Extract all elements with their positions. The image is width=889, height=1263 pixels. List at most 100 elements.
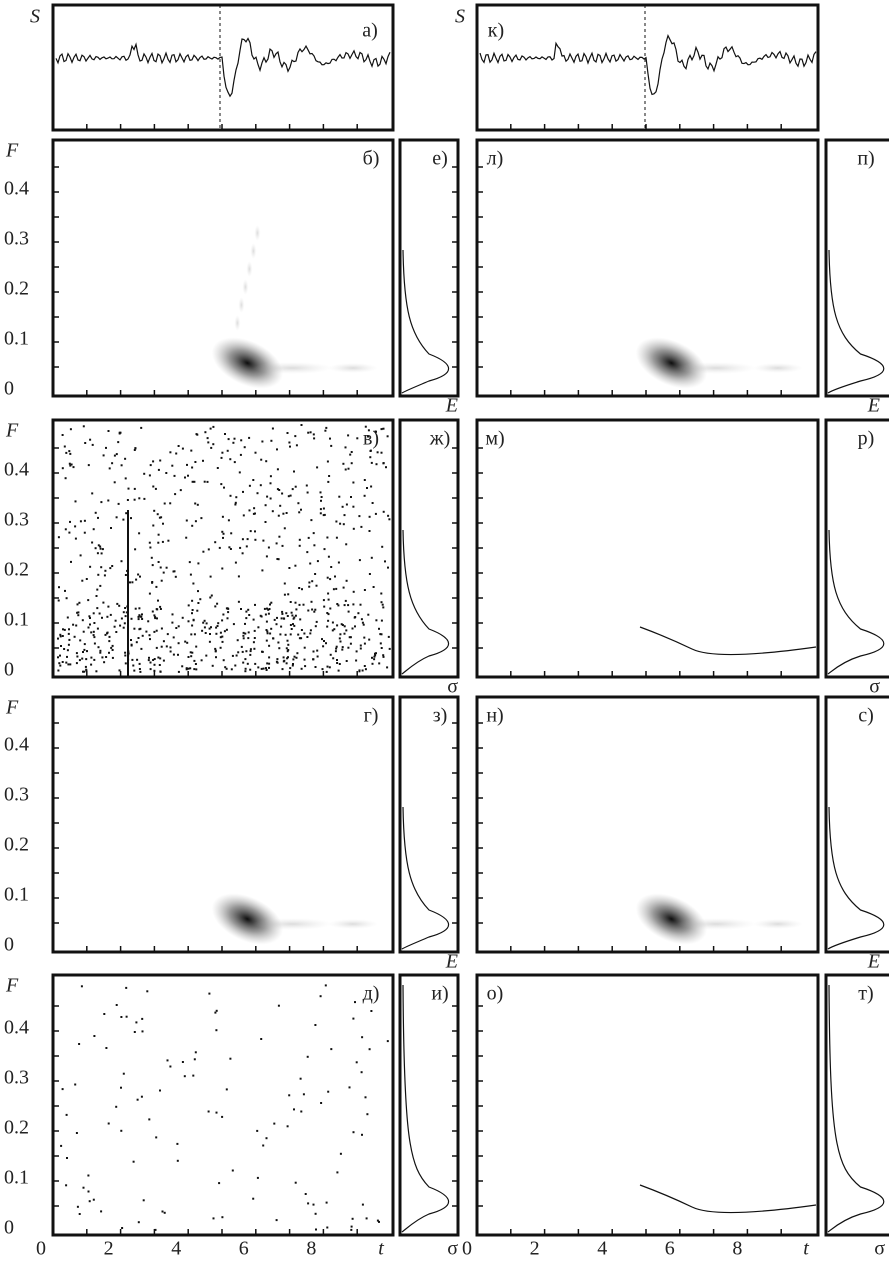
- dot: [102, 601, 105, 604]
- panel-label: в): [363, 428, 379, 450]
- dot: [125, 512, 128, 515]
- dot: [246, 662, 249, 665]
- dot: [276, 558, 279, 560]
- dot: [295, 656, 298, 659]
- dot: [330, 1048, 333, 1051]
- dot: [226, 617, 229, 620]
- dot: [192, 1074, 195, 1077]
- dot: [69, 428, 72, 431]
- dot: [293, 1108, 295, 1111]
- dot: [120, 464, 123, 467]
- distribution-curve: [401, 249, 449, 394]
- dot: [72, 623, 75, 626]
- dot: [57, 536, 60, 539]
- dot: [174, 493, 177, 496]
- dot: [337, 604, 340, 607]
- dot: [367, 435, 369, 438]
- dot: [343, 514, 346, 517]
- dot: [253, 637, 256, 639]
- dot: [298, 538, 301, 541]
- dot: [205, 622, 208, 625]
- dot: [140, 647, 143, 650]
- dot: [159, 605, 162, 608]
- dot: [179, 489, 182, 492]
- dot: [138, 607, 141, 610]
- dot: [371, 662, 374, 665]
- dot: [154, 487, 157, 490]
- dot: [155, 1136, 158, 1139]
- dot: [57, 656, 59, 659]
- dot: [193, 480, 196, 483]
- dot: [381, 545, 384, 548]
- dot: [130, 644, 133, 647]
- dot: [368, 515, 371, 518]
- dot: [303, 658, 306, 661]
- dot: [268, 608, 271, 610]
- dot: [58, 662, 61, 665]
- dot: [337, 669, 340, 672]
- dot: [319, 491, 322, 494]
- dot: [103, 1013, 106, 1015]
- axis-label: t: [803, 1238, 809, 1260]
- dot: [276, 468, 279, 471]
- panel-label: з): [433, 705, 448, 727]
- dot: [127, 487, 130, 490]
- dot: [231, 654, 234, 657]
- dot: [219, 631, 222, 634]
- dot: [319, 508, 322, 511]
- dot: [68, 462, 71, 465]
- dot: [175, 452, 178, 455]
- dot: [352, 1131, 355, 1134]
- dot: [95, 670, 98, 673]
- dot: [222, 613, 225, 616]
- dot: [142, 1199, 145, 1202]
- distribution-box: [824, 695, 889, 954]
- dot: [244, 667, 247, 670]
- dot: [363, 479, 366, 481]
- axis-label: E: [445, 395, 458, 417]
- dot: [60, 645, 62, 647]
- dot: [222, 532, 225, 535]
- dot: [86, 650, 88, 653]
- dot: [282, 660, 285, 663]
- dot: [378, 1220, 380, 1223]
- dot: [203, 480, 206, 483]
- dot: [336, 662, 339, 664]
- y-tick-label: 0.2: [4, 278, 29, 300]
- dot: [293, 624, 296, 627]
- dot: [80, 985, 83, 988]
- dot: [74, 1083, 77, 1086]
- dot: [58, 586, 60, 589]
- y-tick-label: 0: [4, 659, 14, 681]
- dot: [321, 668, 324, 671]
- dot: [281, 544, 284, 547]
- dot: [115, 516, 118, 519]
- distribution-curve: [401, 984, 449, 1233]
- dot: [165, 566, 168, 569]
- dot: [343, 625, 346, 628]
- dot: [350, 496, 352, 498]
- dot: [70, 463, 73, 466]
- dot: [234, 664, 237, 667]
- dot: [359, 647, 362, 650]
- dot: [269, 632, 272, 635]
- signal-trace: [55, 37, 391, 98]
- dot: [169, 1065, 172, 1068]
- dot: [234, 561, 237, 564]
- dot: [209, 633, 211, 635]
- dot: [294, 485, 297, 488]
- panel-label: л): [487, 148, 504, 170]
- dot: [322, 599, 325, 602]
- dot: [104, 633, 107, 636]
- axis-label: σ: [447, 1238, 458, 1260]
- dot: [226, 449, 229, 452]
- ridge: [238, 297, 245, 313]
- dot: [242, 490, 244, 493]
- dot: [156, 617, 158, 620]
- axis-label: S: [30, 6, 40, 28]
- dot: [66, 649, 69, 652]
- dot: [131, 581, 134, 584]
- dot: [148, 656, 150, 659]
- dot: [227, 519, 230, 522]
